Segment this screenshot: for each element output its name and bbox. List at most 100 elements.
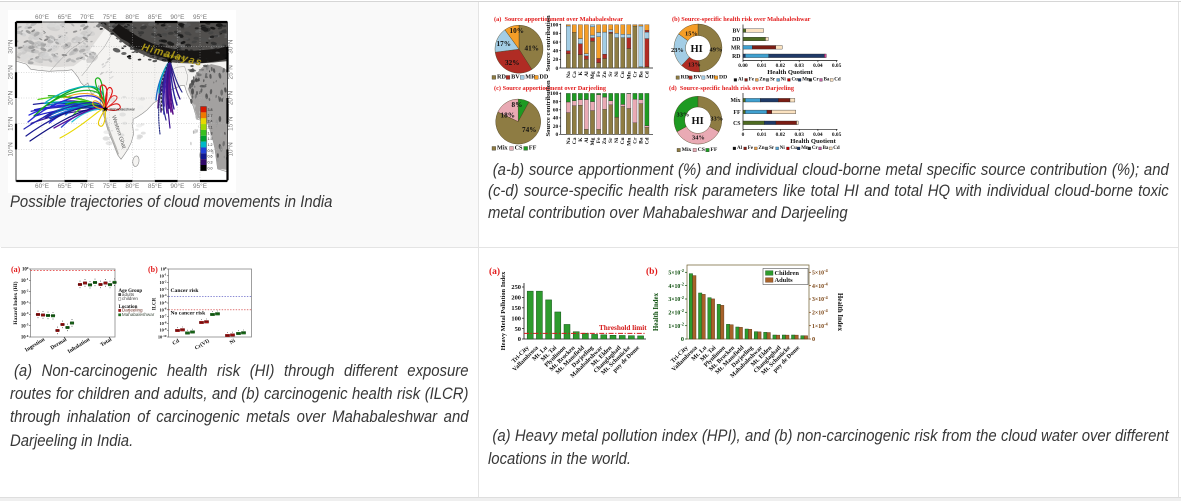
svg-text:10-6: 10-6 [21, 334, 29, 341]
svg-text:90°E: 90°E [170, 182, 184, 190]
svg-text:10-8: 10-8 [159, 320, 166, 326]
svg-text:Cu: Cu [792, 78, 799, 83]
svg-text:25°N: 25°N [8, 65, 15, 80]
svg-text:0.05: 0.05 [832, 132, 842, 138]
svg-text:Al: Al [584, 137, 590, 143]
svg-text:0.03: 0.03 [794, 63, 804, 69]
svg-text:Mn: Mn [802, 78, 810, 83]
svg-text:Zn: Zn [602, 71, 608, 78]
svg-text:Cr: Cr [812, 146, 819, 151]
svg-text:Darjeeling: Darjeeling [163, 53, 186, 62]
svg-text:Ca: Ca [572, 137, 578, 144]
svg-text:Cancer risk: Cancer risk [171, 288, 200, 294]
svg-text:DD: DD [719, 75, 727, 81]
svg-text:Cu: Cu [620, 71, 626, 78]
svg-text:40: 40 [553, 49, 559, 55]
svg-text:10-2: 10-2 [159, 280, 166, 286]
svg-text:CS: CS [733, 121, 740, 127]
svg-text:Source contribution: Source contribution [545, 15, 552, 71]
svg-text:30°N: 30°N [8, 39, 15, 54]
svg-text:0.0: 0.0 [208, 166, 213, 170]
svg-text:2.7: 2.7 [208, 114, 213, 118]
svg-text:Ca: Ca [572, 71, 578, 78]
svg-text:CS: CS [698, 147, 705, 153]
svg-text:15°N: 15°N [8, 116, 15, 131]
svg-text:10-10: 10-10 [158, 334, 167, 340]
svg-text:10°N: 10°N [8, 142, 15, 157]
svg-text:Sr: Sr [770, 78, 776, 83]
svg-text:(b) Source-specific health ris: (b) Source-specific health risk over Mah… [672, 16, 811, 23]
svg-text:3×10-2: 3×10-2 [668, 295, 684, 303]
svg-text:15°N: 15°N [227, 116, 235, 131]
svg-text:(c) Source apportionment over: (c) Source apportionment over Darjeeling [494, 85, 607, 92]
svg-text:HI: HI [692, 116, 704, 127]
svg-text:5×10-4: 5×10-4 [812, 268, 828, 276]
svg-text:RD: RD [681, 75, 689, 81]
svg-text:RD: RD [732, 54, 740, 60]
svg-text:100: 100 [161, 266, 167, 272]
svg-text:80°E: 80°E [125, 182, 139, 190]
svg-text:20: 20 [553, 124, 559, 130]
svg-text:Cd: Cd [172, 338, 181, 347]
svg-text:Health Quotient: Health Quotient [790, 138, 836, 145]
svg-text:RD: RD [497, 74, 506, 81]
svg-text:Cu: Cu [791, 146, 798, 151]
svg-text:100: 100 [511, 315, 521, 322]
svg-text:13%: 13% [688, 62, 701, 69]
svg-text:(b): (b) [148, 265, 158, 274]
svg-text:Ni: Ni [614, 137, 620, 143]
svg-text:100: 100 [550, 91, 559, 97]
svg-text:CS: CS [515, 145, 523, 152]
svg-text:80°E: 80°E [125, 13, 139, 21]
svg-text:60: 60 [553, 40, 559, 46]
svg-text:Sr: Sr [608, 137, 614, 143]
svg-text:4×10-4: 4×10-4 [812, 281, 828, 289]
svg-text:0.6: 0.6 [208, 155, 213, 159]
svg-text:0.01: 0.01 [757, 132, 767, 138]
svg-text:70°E: 70°E [80, 13, 94, 21]
svg-text:Cr: Cr [632, 71, 638, 78]
svg-text:No cancer risk: No cancer risk [171, 311, 207, 317]
svg-text:10-1: 10-1 [159, 273, 166, 279]
svg-text:K: K [578, 71, 584, 76]
svg-text:Mix: Mix [682, 147, 692, 153]
svg-text:Al: Al [738, 78, 744, 83]
svg-text:23%: 23% [671, 47, 684, 54]
svg-text:Cr: Cr [632, 137, 638, 144]
svg-text:0.00: 0.00 [738, 63, 748, 69]
svg-text:Mix: Mix [731, 98, 741, 104]
svg-text:2×10-2: 2×10-2 [668, 308, 684, 316]
svg-text:20: 20 [553, 57, 559, 63]
svg-text:34%: 34% [692, 135, 705, 142]
svg-text:Health Index: Health Index [653, 292, 660, 331]
svg-text:10%: 10% [510, 27, 524, 35]
svg-text:Zn: Zn [602, 138, 608, 145]
svg-text:Children: Children [775, 270, 800, 277]
svg-text:65°E: 65°E [58, 182, 72, 190]
svg-text:85°E: 85°E [148, 182, 162, 190]
svg-text:60°E: 60°E [35, 13, 49, 21]
svg-text:Mahabaleshwar: Mahabaleshwar [122, 312, 155, 317]
svg-text:75°E: 75°E [103, 182, 117, 190]
svg-text:60°E: 60°E [35, 182, 49, 190]
svg-text:10°N: 10°N [227, 142, 235, 157]
svg-text:ILCR: ILCR [153, 297, 158, 310]
svg-text:70°E: 70°E [80, 182, 94, 190]
svg-text:Heavy Metal Pollution Index: Heavy Metal Pollution Index [500, 271, 507, 350]
svg-text:Cr: Cr [813, 78, 820, 83]
svg-text:Cd: Cd [834, 78, 841, 83]
svg-text:0.05: 0.05 [832, 63, 842, 69]
svg-text:Zn: Zn [759, 78, 765, 83]
svg-text:Cd: Cd [833, 146, 840, 151]
svg-text:18%: 18% [501, 112, 515, 120]
svg-text:Al: Al [737, 146, 743, 151]
svg-text:0.04: 0.04 [813, 63, 823, 69]
svg-text:BV: BV [511, 74, 520, 81]
svg-text:60: 60 [553, 108, 559, 114]
svg-text:32%: 32% [505, 59, 519, 67]
svg-text:Cd: Cd [644, 138, 650, 145]
svg-text:95°E: 95°E [193, 182, 207, 190]
svg-text:10-4: 10-4 [159, 293, 166, 299]
svg-text:0: 0 [556, 132, 559, 138]
svg-text:0.04: 0.04 [813, 132, 823, 138]
